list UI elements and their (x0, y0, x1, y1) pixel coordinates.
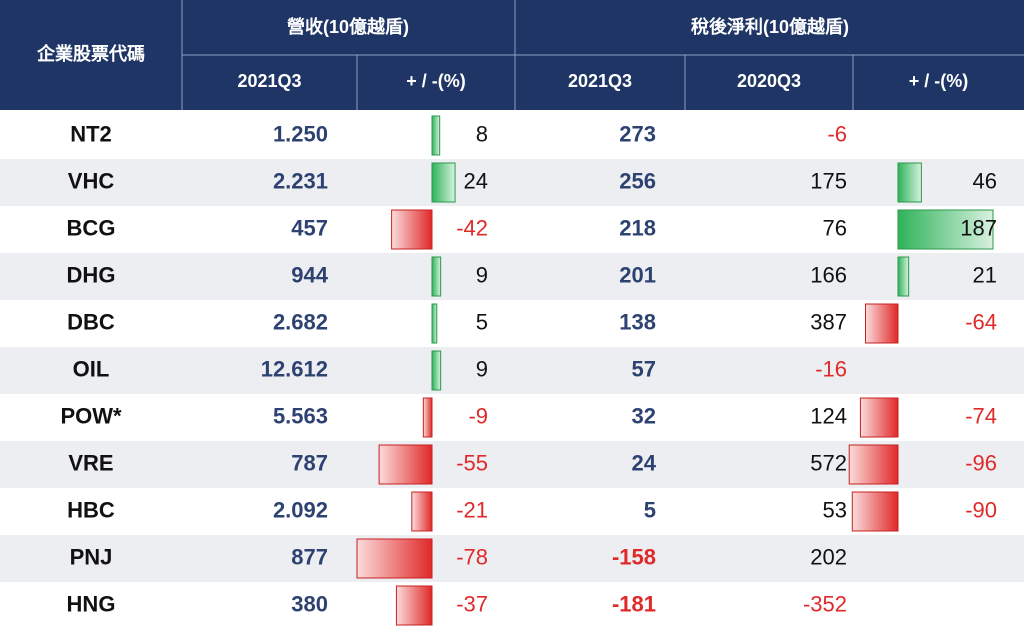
data-bar (431, 303, 438, 344)
cell-value: 2.682 (273, 309, 328, 334)
row-bg (0, 300, 1024, 347)
row-bg (0, 206, 1024, 253)
cell-value: 202 (810, 544, 847, 569)
cell-value: 218 (619, 215, 656, 240)
header-ticker: 企業股票代碼 (36, 43, 145, 64)
cell-value: -74 (965, 403, 997, 428)
cell-value: -37 (456, 591, 488, 616)
cell-value: 32 (632, 403, 656, 428)
cell-value: -9 (468, 403, 488, 428)
row-bg (0, 394, 1024, 441)
row-bg (0, 535, 1024, 582)
ticker: BCG (67, 215, 116, 240)
ticker: VHC (68, 168, 115, 193)
data-bar (431, 256, 442, 297)
cell-value: 9 (476, 356, 488, 381)
ticker: POW* (60, 403, 122, 428)
data-bar (897, 209, 994, 250)
cell-value: 273 (619, 121, 656, 146)
ticker: OIL (73, 356, 110, 381)
cell-value: 57 (632, 356, 656, 381)
ticker: HBC (67, 497, 115, 522)
cell-value: -78 (456, 544, 488, 569)
cell-value: -64 (965, 309, 997, 334)
cell-value: 138 (619, 309, 656, 334)
cell-value: -352 (803, 591, 847, 616)
ticker: DHG (67, 262, 116, 287)
cell-value: -90 (965, 497, 997, 522)
cell-value: 5.563 (273, 403, 328, 428)
cell-value: 201 (619, 262, 656, 287)
column-header: + / -(%) (909, 71, 969, 91)
data-bar (378, 444, 433, 485)
ticker: VRE (68, 450, 113, 475)
cell-value: 166 (810, 262, 847, 287)
header-lines (181, 0, 1024, 110)
data-bar (431, 162, 456, 203)
data-bar (851, 491, 899, 532)
column-header: 2020Q3 (737, 71, 801, 91)
data-bar (897, 256, 910, 297)
cell-value: 457 (291, 215, 328, 240)
data-bar (848, 444, 899, 485)
cell-value: 24 (464, 168, 488, 193)
cell-value: 2.231 (273, 168, 328, 193)
data-bar (411, 491, 433, 532)
header-profit: 稅後淨利(10億越盾) (691, 16, 849, 37)
cell-value: 21 (973, 262, 997, 287)
cell-value: -6 (827, 121, 847, 146)
cell-value: 46 (973, 168, 997, 193)
cell-value: 944 (291, 262, 328, 287)
cell-value: -21 (456, 497, 488, 522)
cell-value: 8 (476, 121, 488, 146)
data-bar (395, 585, 433, 626)
cell-value: 572 (810, 450, 847, 475)
cell-value: -16 (815, 356, 847, 381)
cell-value: 124 (810, 403, 847, 428)
row-bg (0, 112, 1024, 159)
cell-value: 1.250 (273, 121, 328, 146)
ticker: NT2 (70, 121, 112, 146)
data-bar (422, 397, 433, 438)
row-bg (0, 159, 1024, 206)
data-bar (391, 209, 433, 250)
ticker: HNG (67, 591, 116, 616)
row-bg (0, 253, 1024, 300)
cell-value: 2.092 (273, 497, 328, 522)
column-header: 2021Q3 (568, 71, 632, 91)
cell-value: -158 (612, 544, 656, 569)
cell-value: 256 (619, 168, 656, 193)
cell-value: 53 (823, 497, 847, 522)
data-bar (864, 303, 899, 344)
row-bg (0, 582, 1024, 629)
cell-value: -55 (456, 450, 488, 475)
data-bar (356, 538, 433, 579)
cell-value: 877 (291, 544, 328, 569)
cell-value: 387 (810, 309, 847, 334)
ticker: PNJ (70, 544, 113, 569)
cell-value: 5 (644, 497, 656, 522)
cell-value: 380 (291, 591, 328, 616)
cell-value: 76 (823, 215, 847, 240)
cell-value: 24 (632, 450, 657, 475)
cell-value: -181 (612, 591, 656, 616)
cell-value: -96 (965, 450, 997, 475)
ticker: DBC (67, 309, 115, 334)
data-bar (859, 397, 899, 438)
data-bar (431, 350, 442, 391)
data-bar (897, 162, 922, 203)
cell-value: -42 (456, 215, 488, 240)
column-header: + / -(%) (406, 71, 466, 91)
row-bg (0, 347, 1024, 394)
cell-value: 787 (291, 450, 328, 475)
cell-value: 5 (476, 309, 488, 334)
cell-value: 12.612 (261, 356, 328, 381)
cell-value: 175 (810, 168, 847, 193)
data-bar (431, 115, 441, 156)
cell-value: 187 (960, 215, 997, 240)
cell-value: 9 (476, 262, 488, 287)
column-header: 2021Q3 (237, 71, 301, 91)
header-revenue: 營收(10億越盾) (287, 16, 409, 37)
